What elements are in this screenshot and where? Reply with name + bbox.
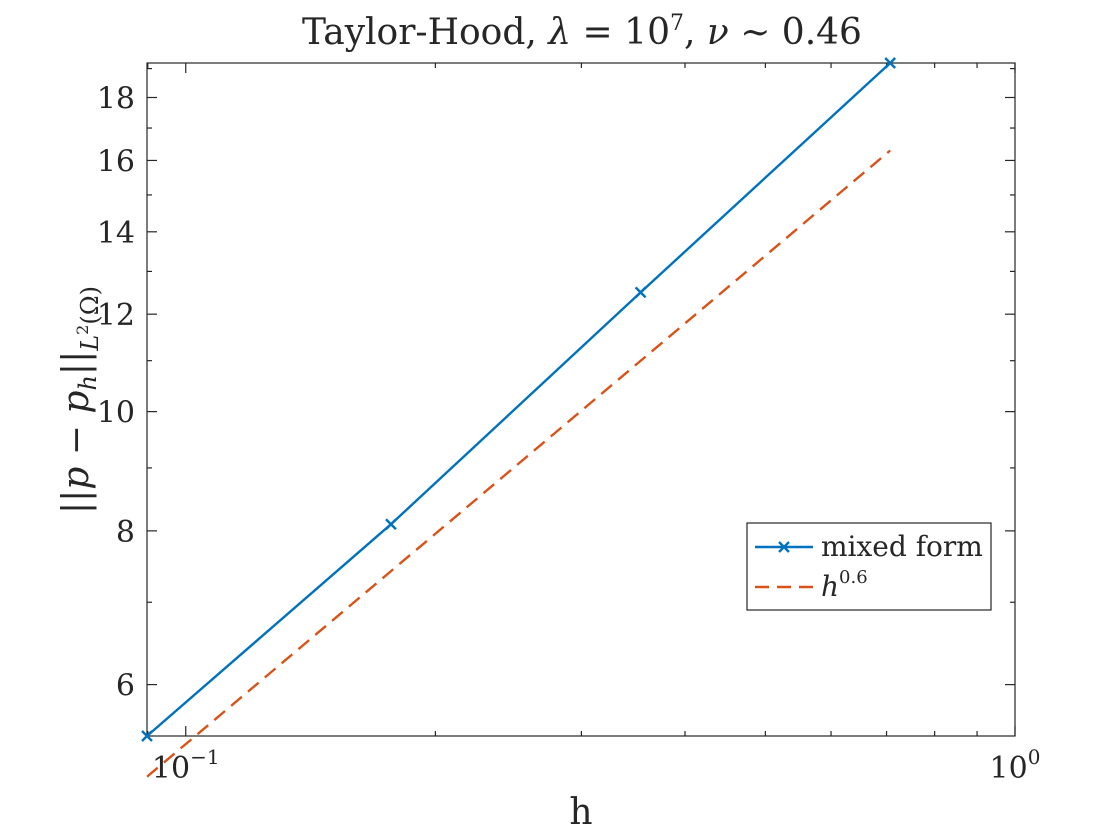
legend: mixed form h0.6 <box>746 522 992 611</box>
series-group <box>141 57 897 778</box>
y-tick-label: 12 <box>97 298 135 333</box>
y-tick-label: 8 <box>116 515 135 550</box>
series-mixed-form-line <box>146 62 891 737</box>
plot-area <box>146 62 1016 737</box>
y-tick-labels: 6 8 10 12 14 16 18 <box>97 81 135 703</box>
y-tick-label: 14 <box>97 216 135 251</box>
legend-mixed-form-marker <box>778 541 790 553</box>
legend-mixed-form-label: mixed form <box>821 530 983 563</box>
chart-title: Taylor-Hood, λ = 107, ν ∼ 0.46 <box>302 11 862 53</box>
x-axis-label: h <box>569 792 592 833</box>
data-point-marker <box>634 286 647 299</box>
y-tick-label: 6 <box>116 669 135 704</box>
y-axis-label: ||p − ph||L2(Ω) <box>56 286 104 514</box>
marker-stroke <box>634 286 647 299</box>
y-tick-label: 18 <box>97 81 135 116</box>
marker-stroke <box>141 730 153 742</box>
x-tick-label: 10−1 <box>152 745 220 786</box>
y-tick-label: 10 <box>97 396 135 431</box>
data-point-marker <box>884 57 897 69</box>
data-point-marker <box>385 518 397 531</box>
data-point-marker <box>141 730 153 742</box>
series-h-reference-line <box>146 149 891 778</box>
marker-stroke <box>385 518 397 531</box>
x-tick-labels: 10−1 100 <box>152 745 1041 786</box>
legend-h-label: h0.6 <box>821 567 868 603</box>
marker-stroke <box>884 57 897 69</box>
legend-box <box>746 522 992 611</box>
x-tick-label: 100 <box>990 745 1041 786</box>
y-tick-label: 16 <box>97 144 135 179</box>
axis-ticks <box>147 63 1016 736</box>
